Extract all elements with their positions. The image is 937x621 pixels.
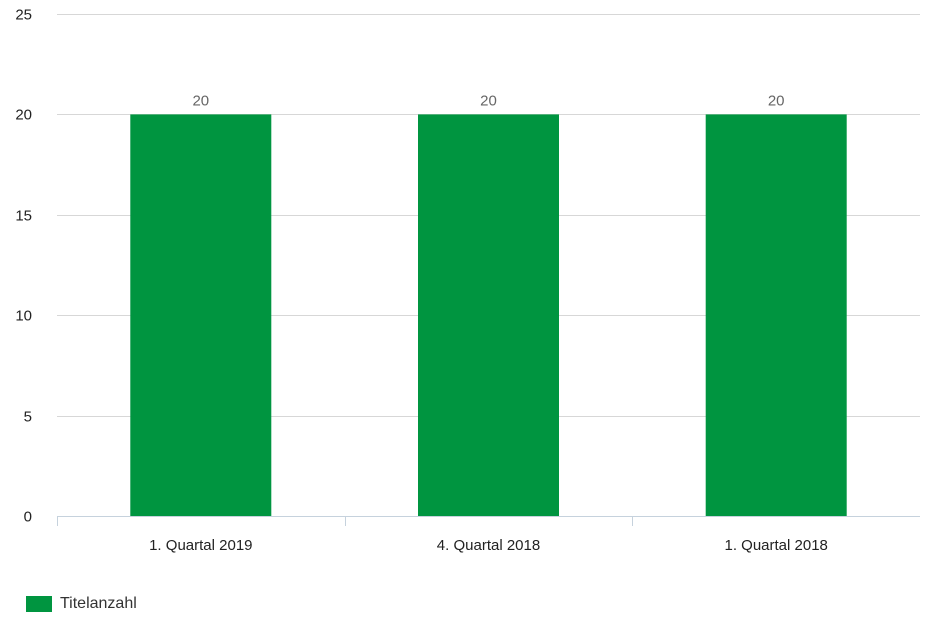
data-label: 20: [480, 92, 497, 109]
x-tick-label: 1. Quartal 2019: [149, 537, 252, 554]
legend-label: Titelanzahl: [60, 595, 137, 612]
y-tick-label: 25: [15, 7, 32, 24]
data-label: 20: [192, 92, 209, 109]
bar: [418, 114, 559, 517]
y-tick-label: 0: [24, 509, 32, 526]
legend: Titelanzahl: [26, 595, 137, 613]
x-tick-label: 4. Quartal 2018: [437, 537, 540, 554]
legend-swatch: [26, 596, 52, 612]
y-tick-label: 15: [15, 208, 32, 225]
y-tick-label: 10: [15, 308, 32, 325]
bar: [130, 114, 272, 517]
y-tick-label: 20: [15, 107, 32, 124]
x-tick-label: 1. Quartal 2018: [724, 537, 827, 554]
data-label: 20: [768, 92, 785, 109]
bar: [705, 114, 847, 517]
y-tick-label: 5: [24, 409, 32, 426]
